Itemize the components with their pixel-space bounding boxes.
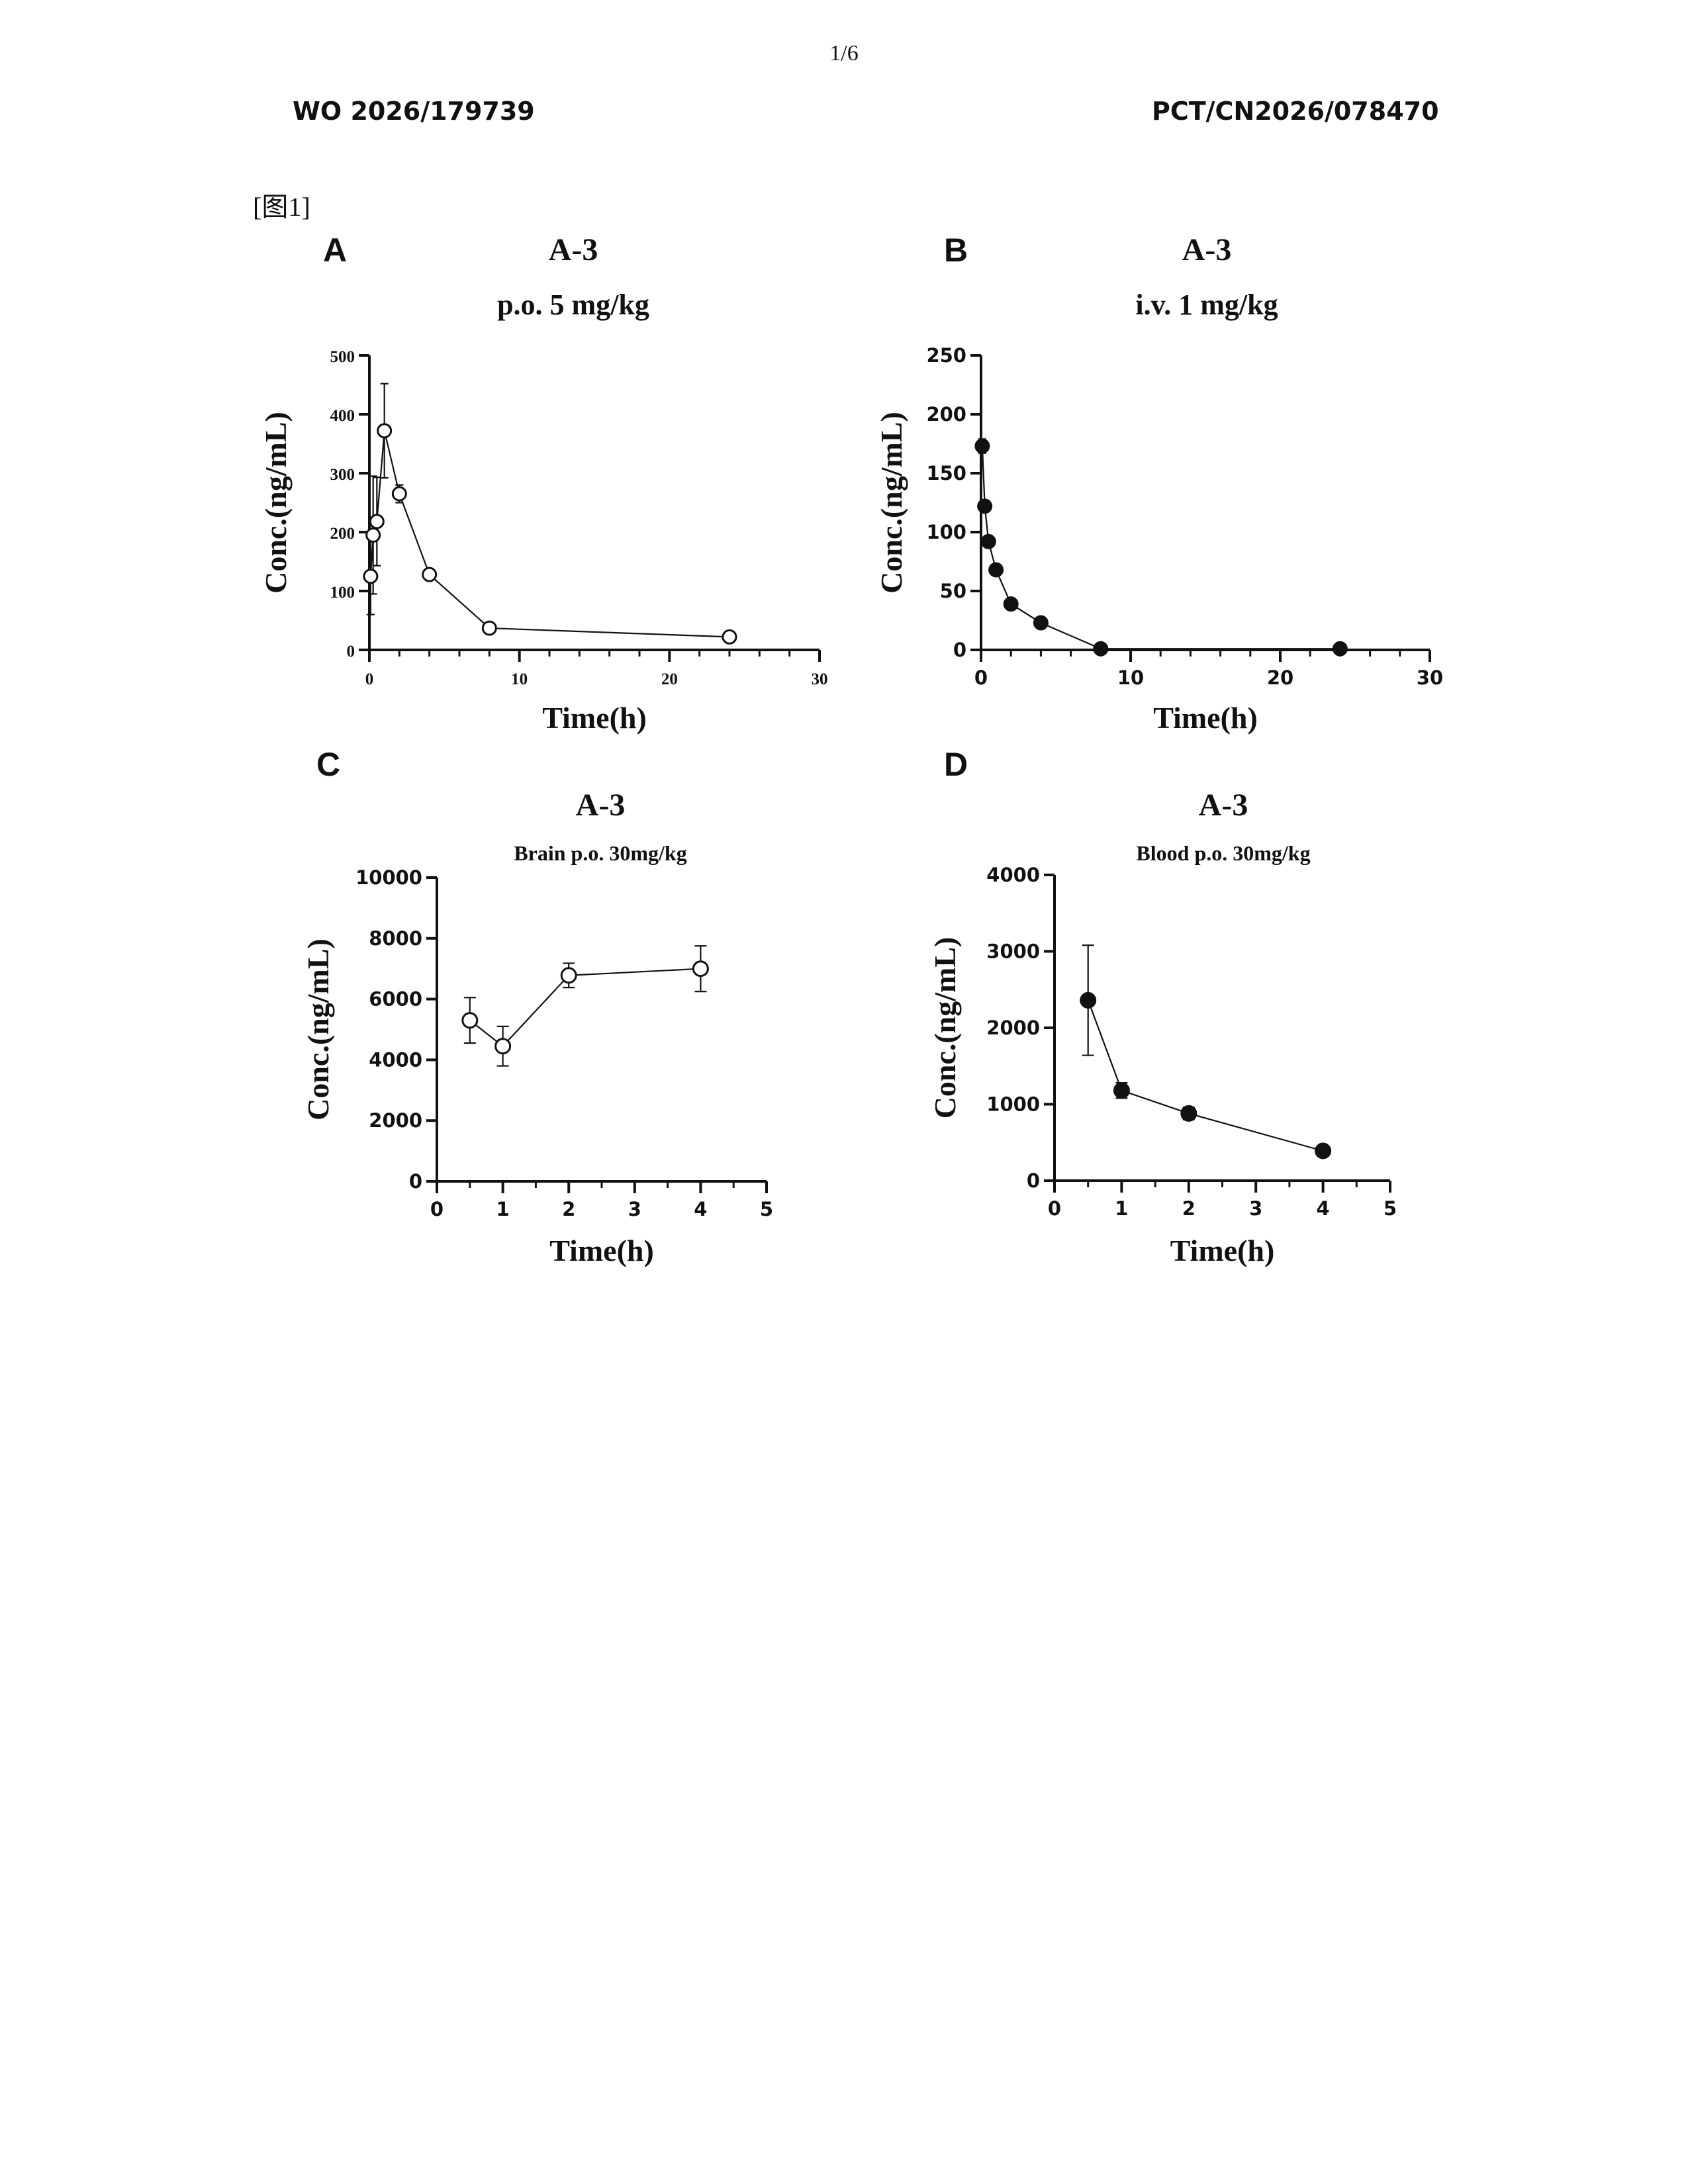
panel-b-letter: B xyxy=(944,232,968,269)
panel-b-y-tick-label: 150 xyxy=(926,462,966,484)
panel-c-data-point xyxy=(693,962,708,976)
panel-a-x-axis-label: Time(h) xyxy=(542,701,647,735)
panel-c-subtitle: Brain p.o. 30mg/kg xyxy=(514,841,686,865)
panel-c-y-tick-label: 0 xyxy=(409,1170,422,1193)
panel-a-y-tick-label: 300 xyxy=(330,466,355,484)
panel-d-letter: D xyxy=(944,746,968,783)
panel-c-data-point xyxy=(496,1039,510,1054)
panel-c-y-tick-label: 8000 xyxy=(369,927,422,950)
panel-b-data-point xyxy=(978,500,992,513)
panel-c-x-tick-label: 2 xyxy=(562,1198,575,1220)
panel-a-data-point xyxy=(364,570,377,583)
panel-b-data-point xyxy=(982,535,995,548)
panel-a-x-tick-label: 0 xyxy=(365,670,374,688)
panel-c-x-tick-label: 4 xyxy=(694,1198,707,1220)
panel-c-x-tick-label: 0 xyxy=(430,1198,444,1220)
panel-d-y-tick-label: 3000 xyxy=(986,940,1040,963)
panel-d-data-point xyxy=(1316,1144,1331,1158)
panel-c-x-tick-label: 1 xyxy=(496,1198,510,1220)
panel-a-y-tick-label: 400 xyxy=(330,407,355,425)
panel-a-x-tick-label: 10 xyxy=(511,670,528,688)
panel-a-data-point xyxy=(367,528,380,541)
panel-d-x-tick-label: 0 xyxy=(1048,1197,1061,1220)
panel-d-series-line xyxy=(1088,1000,1323,1151)
panel-c-data-point xyxy=(463,1013,477,1028)
panel-c-y-tick-label: 10000 xyxy=(355,866,422,889)
panel-d-y-tick-label: 1000 xyxy=(986,1093,1040,1116)
panel-b-data-point xyxy=(1333,642,1346,655)
panel-b-subtitle: i.v. 1 mg/kg xyxy=(1135,289,1278,321)
panel-a-data-point xyxy=(370,515,383,528)
panel-c-letter: C xyxy=(316,746,340,783)
panel-d-x-tick-label: 5 xyxy=(1383,1197,1397,1220)
panel-a-y-tick-label: 500 xyxy=(330,348,355,366)
panel-d-x-tick-label: 3 xyxy=(1249,1197,1262,1220)
panel-d-y-tick-label: 0 xyxy=(1027,1169,1040,1192)
panel-d-data-point xyxy=(1081,993,1096,1007)
panel-c-y-tick-label: 2000 xyxy=(369,1109,422,1132)
panel-a-letter: A xyxy=(323,232,347,269)
panel-a-data-point xyxy=(423,568,436,581)
panel-a-data-point xyxy=(483,621,496,635)
panel-a-data-point xyxy=(393,487,406,500)
panel-b-x-tick-label: 30 xyxy=(1417,666,1443,689)
panel-b-y-tick-label: 0 xyxy=(953,639,966,661)
panel-c-data-point xyxy=(561,968,576,983)
panel-a-title: A-3 xyxy=(549,232,598,267)
panel-b-y-tick-label: 200 xyxy=(926,403,966,426)
panel-c-series-line xyxy=(470,969,701,1046)
panel-c-y-tick-label: 4000 xyxy=(369,1048,422,1071)
panel-b-x-tick-label: 20 xyxy=(1267,666,1293,689)
panel-b-data-point xyxy=(1094,642,1107,655)
panel-d-title: A-3 xyxy=(1199,788,1248,823)
panel-a-y-tick-label: 100 xyxy=(330,584,355,602)
panel-b-title: A-3 xyxy=(1182,232,1232,267)
panel-b-x-tick-label: 0 xyxy=(974,666,988,689)
panel-b-y-tick-label: 50 xyxy=(940,580,966,602)
panel-d-y-tick-label: 2000 xyxy=(986,1017,1040,1039)
panel-a-x-tick-label: 30 xyxy=(812,670,828,688)
panel-a-data-point xyxy=(723,630,736,643)
panel-c-y-tick-label: 6000 xyxy=(369,988,422,1011)
panel-c-title: A-3 xyxy=(576,788,626,823)
panel-a-y-tick-label: 200 xyxy=(330,525,355,543)
panel-d-subtitle: Blood p.o. 30mg/kg xyxy=(1136,841,1310,865)
panel-d-x-axis-label: Time(h) xyxy=(1170,1234,1275,1267)
panel-b-data-point xyxy=(976,439,989,453)
panel-a-subtitle: p.o. 5 mg/kg xyxy=(497,289,649,321)
panel-d-data-point xyxy=(1182,1106,1196,1120)
panel-c-y-axis-label: Conc.(ng/mL) xyxy=(301,938,335,1120)
panel-c-x-axis-label: Time(h) xyxy=(549,1234,654,1267)
panel-c-x-tick-label: 3 xyxy=(628,1198,641,1220)
panel-b-y-axis-label: Conc.(ng/mL) xyxy=(874,412,908,594)
panel-b-data-point xyxy=(1034,616,1047,629)
panel-d-x-tick-label: 2 xyxy=(1182,1197,1196,1220)
panel-b-y-tick-label: 250 xyxy=(926,344,966,367)
panel-b-y-tick-label: 100 xyxy=(926,521,966,543)
panel-a-y-tick-label: 0 xyxy=(347,643,355,660)
panel-a-x-tick-label: 20 xyxy=(661,670,678,688)
panel-a-y-axis-label: Conc.(ng/mL) xyxy=(259,412,293,594)
panel-b-x-axis-label: Time(h) xyxy=(1153,701,1258,735)
panel-a-series-line xyxy=(371,431,729,637)
panel-d-y-axis-label: Conc.(ng/mL) xyxy=(928,937,962,1119)
panel-b-data-point xyxy=(1004,598,1017,611)
panel-b-data-point xyxy=(990,563,1003,576)
panel-b-x-tick-label: 10 xyxy=(1117,666,1144,689)
panel-d-x-tick-label: 4 xyxy=(1317,1197,1330,1220)
panel-a-data-point xyxy=(378,424,391,437)
panel-d-y-tick-label: 4000 xyxy=(986,864,1040,886)
panel-d-data-point xyxy=(1114,1083,1129,1098)
panel-d-x-tick-label: 1 xyxy=(1115,1197,1128,1220)
panel-c-x-tick-label: 5 xyxy=(760,1198,773,1220)
